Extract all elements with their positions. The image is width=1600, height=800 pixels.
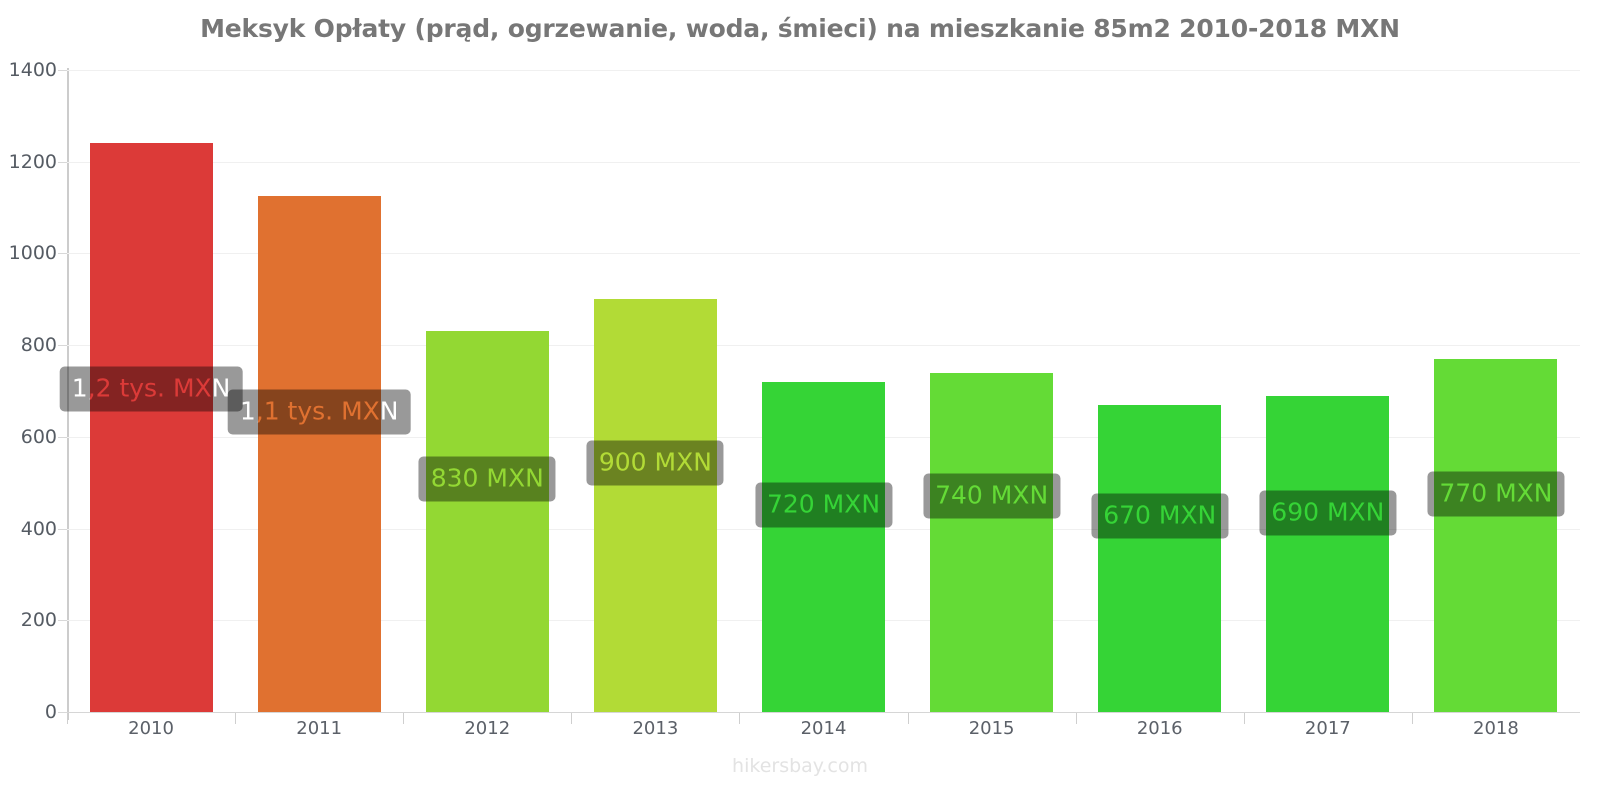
bar[interactable]: [762, 381, 885, 712]
x-axis-tickmark: [1243, 713, 1245, 724]
y-axis-tick-label: 1200: [8, 150, 57, 173]
bar-value-label: 1,2 tys. MXN: [59, 366, 243, 412]
x-axis-tickmark: [1075, 713, 1077, 724]
x-axis-tickmark: [403, 713, 405, 724]
plot-area: 1,2 tys. MXN 1,1 tys. MXN 830 MXN 900 MXN 72…: [59, 70, 1580, 713]
bar-value-label: 720 MXN: [754, 482, 893, 528]
y-axis-tickmark: [58, 528, 67, 530]
x-axis-tickmark: [907, 713, 909, 724]
x-axis-tick-label: 2012: [464, 718, 511, 739]
bar[interactable]: [425, 331, 549, 712]
x-axis-tickmark: [571, 713, 573, 724]
y-axis-tickmark: [58, 70, 67, 71]
y-axis-tickmark: [58, 345, 67, 347]
x-axis-tickmark: [739, 713, 741, 724]
bar[interactable]: [593, 299, 717, 712]
bar[interactable]: [930, 372, 1054, 712]
x-axis-tick-label: 2010: [128, 718, 174, 739]
bar-value-label-text: 770 MXN: [1439, 478, 1553, 508]
y-axis-tickmark: [58, 253, 67, 255]
y-axis-tickmark: [58, 436, 67, 438]
x-axis-tickmark: [1411, 713, 1413, 724]
footer-credit: hikersbay.com: [732, 755, 868, 777]
bar-value-label-text: 830 MXN: [430, 463, 544, 493]
gridline: [67, 712, 1580, 713]
y-axis-tick-label: 200: [20, 609, 57, 632]
y-axis-tick-label: 600: [20, 425, 57, 448]
x-axis-tick-label: 2013: [632, 718, 679, 739]
bar-value-label: 1,1 tys. MXN: [227, 389, 411, 435]
bar-value-label-text: 1,2 tys. MXN: [71, 373, 231, 403]
x-axis-tick-label: 2014: [800, 718, 847, 739]
bar-value-label-text: 900 MXN: [598, 447, 712, 477]
bar-value-label: 770 MXN: [1427, 471, 1565, 517]
bar-value-label-text: 1,1 tys. MXN: [239, 396, 399, 426]
x-axis-tickmark: [67, 713, 68, 724]
gridline: [67, 70, 1580, 71]
y-axis-tick-label: 400: [20, 517, 57, 540]
bar-value-label: 670 MXN: [1091, 493, 1229, 539]
bar[interactable]: [1266, 395, 1390, 712]
bar-value-label: 900 MXN: [586, 440, 724, 486]
bar[interactable]: [257, 196, 381, 712]
gridline: [67, 253, 1580, 255]
y-axis-tickmark: [58, 620, 67, 622]
y-axis-tick-label: 0: [44, 701, 57, 723]
x-axis-tick-label: 2011: [296, 718, 343, 739]
x-axis-tick-label: 2015: [968, 718, 1015, 739]
bar-value-label-text: 740 MXN: [935, 480, 1049, 510]
y-axis-tick-label: 1000: [8, 242, 57, 265]
x-axis-tick-label: 2016: [1136, 718, 1183, 739]
bar-value-label: 690 MXN: [1259, 490, 1397, 536]
x-axis-tickmark: [235, 713, 237, 724]
y-axis-tickmark: [58, 161, 67, 163]
bar[interactable]: [1098, 404, 1222, 712]
bar-value-label: 830 MXN: [418, 456, 556, 502]
gridline: [67, 345, 1580, 347]
x-axis-tick-label: 2018: [1473, 718, 1519, 739]
bar[interactable]: [1434, 358, 1558, 712]
bar-value-label-text: 670 MXN: [1103, 500, 1217, 530]
y-axis-tick-label: 800: [20, 334, 57, 357]
bar-value-label-text: 690 MXN: [1271, 497, 1385, 527]
bar-value-label: 740 MXN: [923, 473, 1061, 519]
bar-value-label-text: 720 MXN: [766, 489, 881, 519]
x-axis-tick-label: 2017: [1304, 718, 1351, 739]
chart-title: Meksyk Opłaty (prąd, ogrzewanie, woda, ś…: [200, 14, 1400, 43]
y-axis-tickmark: [58, 712, 67, 713]
bar[interactable]: [89, 143, 213, 712]
gridline: [67, 161, 1580, 163]
y-axis-tick-label: 1400: [8, 59, 57, 81]
